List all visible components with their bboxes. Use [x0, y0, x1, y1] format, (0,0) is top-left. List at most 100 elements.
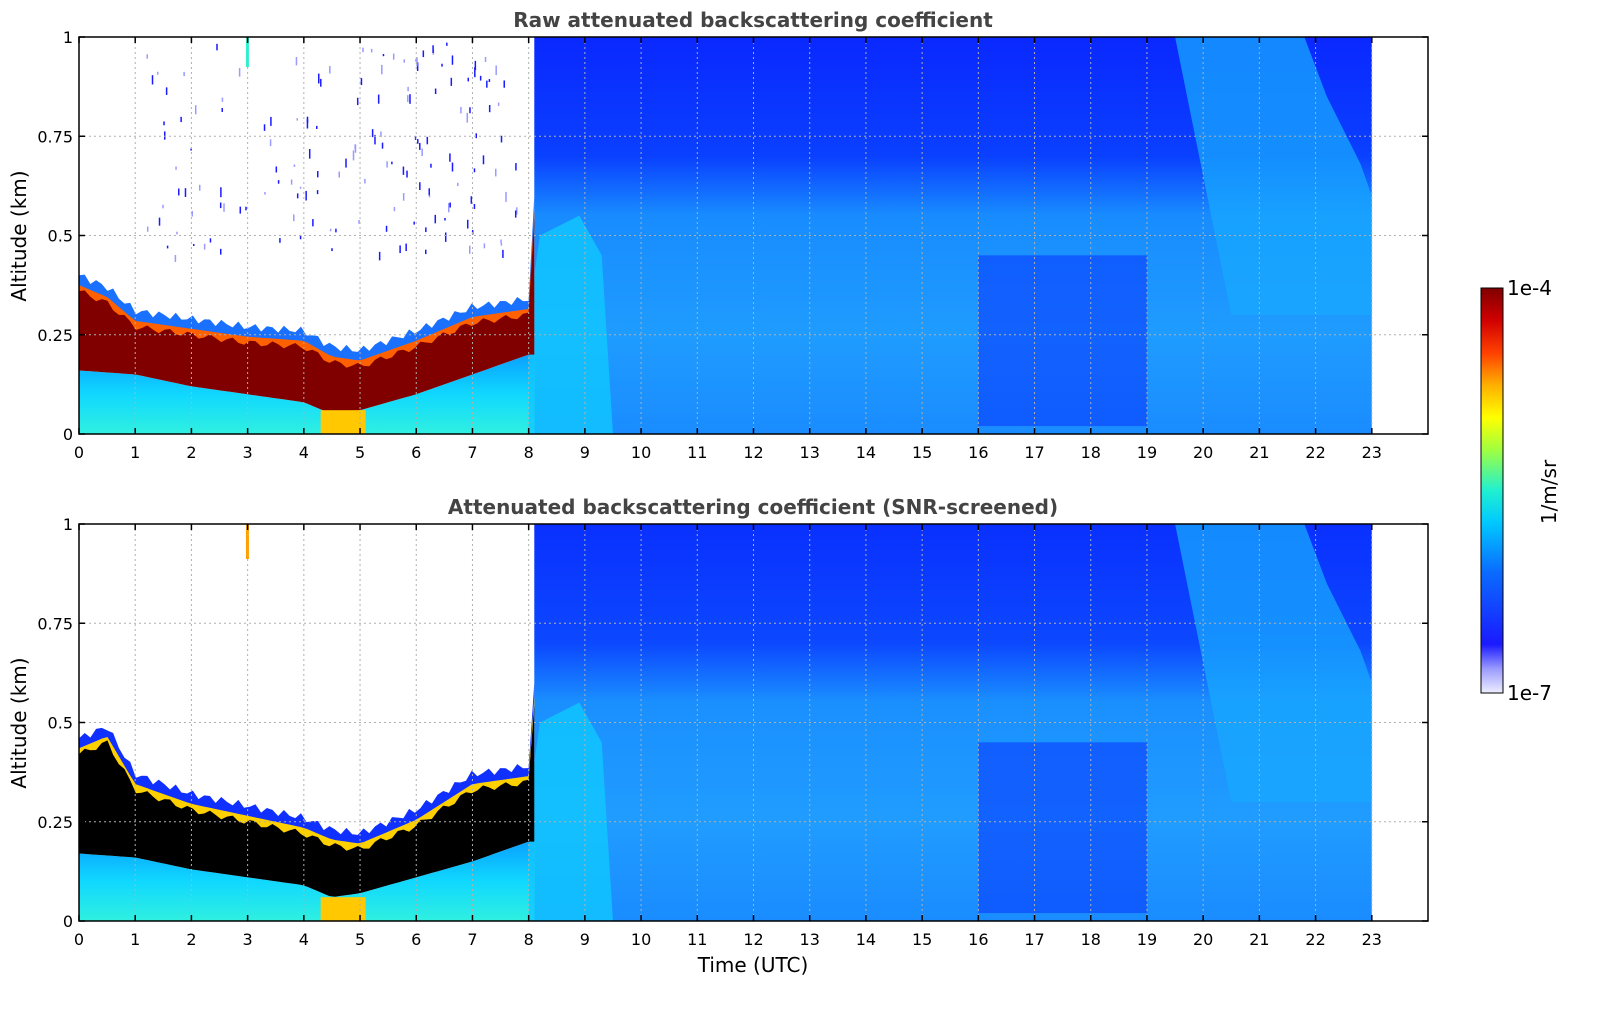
- noise-speck: [473, 204, 476, 209]
- noise-speck: [239, 206, 242, 214]
- x-tick-label: 9: [580, 930, 590, 949]
- noise-speck: [473, 168, 476, 173]
- noise-speck: [415, 59, 417, 62]
- noise-speck: [468, 245, 471, 254]
- noise-speck: [209, 238, 212, 243]
- x-tick-label: 4: [299, 443, 309, 462]
- noise-speck: [308, 149, 311, 159]
- noise-speck: [416, 62, 419, 71]
- panel-title: Raw attenuated backscattering coefficien…: [513, 8, 993, 32]
- noise-speck: [467, 77, 470, 82]
- noise-speck: [238, 68, 241, 77]
- dense-layer: [79, 705, 535, 897]
- x-tick-label: 19: [1137, 443, 1157, 462]
- x-tick-label: 2: [186, 930, 196, 949]
- y-tick-label: 0.25: [37, 326, 73, 345]
- y-axis-ticks: 0 0.25 0.5 0.75 1: [37, 515, 1428, 931]
- x-tick-label: 6: [411, 443, 421, 462]
- noise-speck: [417, 139, 419, 144]
- noise-speck: [220, 187, 222, 198]
- noise-speck: [393, 206, 396, 212]
- noise-speck: [430, 163, 432, 168]
- noise-speck: [428, 188, 430, 196]
- y-axis-label: Altitude (km): [7, 657, 31, 788]
- noise-speck: [432, 45, 434, 53]
- x-tick-label: 14: [856, 930, 876, 949]
- noise-speck: [158, 217, 161, 226]
- x-axis-ticks: 0 1 2 3 4 5 6 7 8 9 10 11 12 13 14 15 16 17 18 19 20 21 22 23: [74, 37, 1382, 462]
- noise-speck: [277, 180, 280, 184]
- grid-lines: [79, 524, 1428, 921]
- noise-speck: [335, 228, 337, 233]
- noise-speck: [426, 136, 429, 145]
- noise-speck: [194, 105, 197, 115]
- x-tick-label: 15: [912, 443, 932, 462]
- noise-speck: [223, 203, 225, 212]
- noise-speck: [299, 186, 302, 189]
- noise-speck: [221, 107, 223, 112]
- noise-speck: [358, 220, 360, 224]
- noise-speck: [316, 190, 319, 195]
- noise-speck: [428, 195, 431, 198]
- noise-speck: [446, 42, 448, 46]
- noise-speck: [466, 112, 469, 123]
- y-tick-label: 0.25: [37, 813, 73, 832]
- noise-speck: [191, 211, 194, 217]
- x-tick-label: 18: [1081, 443, 1101, 462]
- surface-streak: [320, 410, 366, 434]
- noise-speck: [500, 135, 503, 143]
- x-tick-label: 6: [411, 930, 421, 949]
- noise-speck: [488, 79, 491, 83]
- x-tick-label: 16: [968, 443, 988, 462]
- noise-speck: [447, 203, 450, 213]
- noise-speck: [405, 243, 407, 252]
- x-tick-label: 22: [1305, 443, 1325, 462]
- noise-speck: [263, 124, 266, 131]
- colorbar-max-label: 1e-4: [1507, 276, 1552, 300]
- heatmap-area: [79, 37, 1372, 434]
- x-tick-label: 11: [687, 930, 707, 949]
- colorbar-unit-label: 1/m/sr: [1537, 459, 1561, 524]
- noise-speck: [165, 87, 168, 95]
- noise-speck: [502, 249, 504, 258]
- noise-speck: [151, 75, 154, 85]
- noise-speck: [402, 193, 405, 201]
- noise-speck: [381, 142, 384, 149]
- x-tick-label: 7: [467, 930, 477, 949]
- noise-speck: [470, 196, 473, 204]
- transition-zone: [528, 215, 613, 434]
- x-tick-label: 8: [524, 930, 534, 949]
- panel-title: Attenuated backscattering coefficient (S…: [448, 495, 1058, 519]
- noise-speck: [354, 144, 357, 153]
- noise-speck: [146, 226, 149, 232]
- noise-speck: [500, 243, 503, 246]
- noise-speck: [192, 243, 195, 246]
- x-tick-label: 13: [800, 443, 820, 462]
- noise-speck: [166, 245, 169, 249]
- noise-speck: [219, 248, 222, 255]
- y-tick-label: 0: [63, 912, 73, 931]
- noise-speck: [316, 125, 318, 129]
- x-tick-label: 13: [800, 930, 820, 949]
- noise-speck: [338, 171, 340, 178]
- noise-speck: [419, 182, 421, 190]
- noise-speck: [419, 142, 421, 150]
- x-tick-label: 18: [1081, 930, 1101, 949]
- noise-speck: [198, 184, 201, 191]
- noise-speck: [469, 107, 471, 114]
- vertical-streak: [245, 524, 249, 559]
- noise-speck: [516, 207, 518, 215]
- y-tick-label: 0.75: [37, 614, 73, 633]
- noise-speck: [505, 191, 507, 202]
- y-tick-label: 1: [63, 28, 73, 47]
- x-tick-label: 4: [299, 930, 309, 949]
- dense-layer: [79, 218, 535, 414]
- noise-speck: [414, 135, 417, 140]
- noise-speck: [352, 150, 355, 161]
- noise-speck: [392, 53, 395, 60]
- noise-speck: [270, 116, 272, 126]
- noise-speck: [416, 57, 418, 66]
- noise-speck: [290, 179, 293, 185]
- noise-speck: [221, 97, 224, 102]
